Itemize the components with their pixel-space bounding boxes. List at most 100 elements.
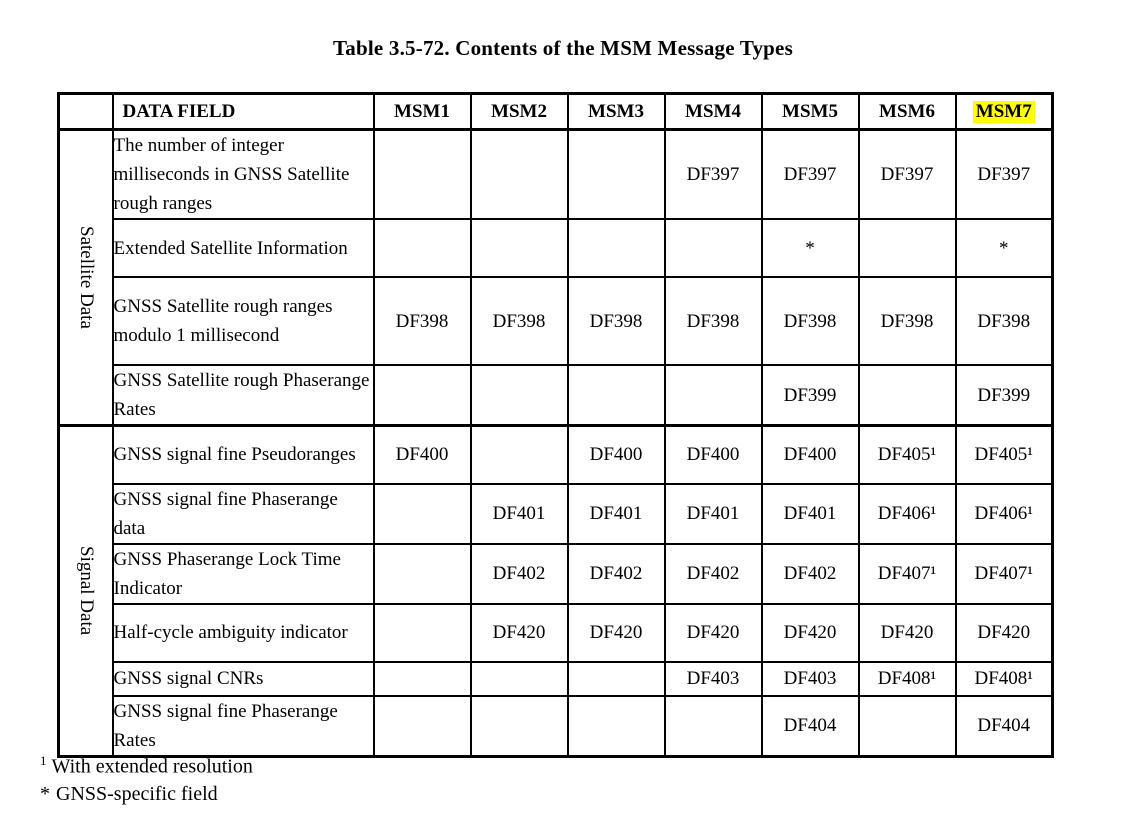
satellite-data-section: Satellite Data The number of integer mill… xyxy=(57,128,1054,427)
value-cell xyxy=(372,660,472,697)
data-field-cell: Extended Satellite Information xyxy=(111,218,375,278)
value-cell: DF408¹ xyxy=(954,660,1054,697)
value-cell: DF401 xyxy=(760,482,860,545)
column-header-msm5: MSM5 xyxy=(760,92,860,131)
table-row: GNSS signal fine Phaserange Rates DF404 DF… xyxy=(59,694,1054,757)
value-cell: DF398 xyxy=(469,276,569,366)
column-header-msm7: MSM7 xyxy=(954,92,1054,131)
value-cell: DF401 xyxy=(566,482,666,545)
value-cell xyxy=(469,128,569,220)
value-cell xyxy=(469,694,569,757)
column-header-msm6: MSM6 xyxy=(857,92,957,131)
table-row: GNSS signal CNRs DF403 DF403 DF408¹ DF408¹ xyxy=(59,660,1054,697)
header-row: DATA FIELD MSM1 MSM2 MSM3 MSM4 MSM5 MSM6… xyxy=(57,92,1054,131)
value-cell xyxy=(372,364,472,427)
value-cell: DF404 xyxy=(760,694,860,757)
msm7-highlight: MSM7 xyxy=(972,100,1035,123)
value-cell: DF398 xyxy=(372,276,472,366)
section-label-signal-data: Signal Data xyxy=(57,424,114,757)
value-cell xyxy=(469,364,569,427)
value-cell: DF398 xyxy=(954,276,1054,366)
value-cell xyxy=(566,218,666,278)
value-cell: DF397 xyxy=(760,128,860,220)
value-cell: DF403 xyxy=(760,660,860,697)
value-cell xyxy=(469,660,569,697)
value-cell xyxy=(372,694,472,757)
value-cell xyxy=(469,424,569,485)
table-row: Signal Data GNSS signal fine Pseudoranges… xyxy=(57,424,1054,757)
value-cell: DF406¹ xyxy=(857,482,957,545)
value-cell xyxy=(372,218,472,278)
value-cell xyxy=(372,128,472,220)
msm-contents-table: DATA FIELD MSM1 MSM2 MSM3 MSM4 MSM5 MSM6… xyxy=(57,92,1054,758)
data-field-cell: GNSS signal CNRs xyxy=(111,660,375,697)
value-cell: DF402 xyxy=(566,542,666,605)
column-header-msm2: MSM2 xyxy=(469,92,569,131)
footnote-marker-asterisk: * xyxy=(40,782,50,805)
value-cell: DF398 xyxy=(760,276,860,366)
column-header-msm4: MSM4 xyxy=(663,92,763,131)
table-row: Satellite Data The number of integer mill… xyxy=(57,128,1054,427)
value-cell: DF401 xyxy=(469,482,569,545)
column-header-msm1: MSM1 xyxy=(372,92,472,131)
footnote-text-1: With extended resolution xyxy=(51,755,253,778)
footnote-marker-1: 1 xyxy=(40,753,47,768)
value-cell: DF400 xyxy=(760,424,860,485)
page-title: Table 3.5-72. Contents of the MSM Messag… xyxy=(333,36,793,60)
data-field-cell: GNSS signal fine Phaserange data xyxy=(111,482,375,545)
value-cell xyxy=(566,364,666,427)
value-cell: DF420 xyxy=(566,602,666,663)
value-cell: DF402 xyxy=(469,542,569,605)
footnotes: 1 With extended resolution * GNSS-specific… xyxy=(40,747,253,808)
table-row: GNSS Satellite rough Phaserange Rates DF3… xyxy=(59,364,1054,427)
value-cell: DF406¹ xyxy=(954,482,1054,545)
data-field-cell: Half-cycle ambiguity indicator xyxy=(111,602,375,663)
value-cell xyxy=(372,602,472,663)
value-cell: DF398 xyxy=(566,276,666,366)
data-field-cell: GNSS signal fine Phaserange Rates xyxy=(111,694,375,757)
value-cell: DF420 xyxy=(469,602,569,663)
value-cell: DF420 xyxy=(857,602,957,663)
value-cell xyxy=(663,218,763,278)
value-cell xyxy=(857,364,957,427)
column-header-data-field: DATA FIELD xyxy=(111,92,375,131)
value-cell: DF408¹ xyxy=(857,660,957,697)
value-cell xyxy=(857,218,957,278)
value-cell: DF405¹ xyxy=(954,424,1054,485)
value-cell: DF404 xyxy=(954,694,1054,757)
value-cell xyxy=(372,542,472,605)
data-field-cell: The number of integer milliseconds in GN… xyxy=(111,128,375,220)
value-cell xyxy=(566,660,666,697)
table-row: Extended Satellite Information * * xyxy=(59,218,1054,278)
column-header-msm3: MSM3 xyxy=(566,92,666,131)
value-cell: DF400 xyxy=(566,424,666,485)
table-row: GNSS signal fine Phaserange data DF401 DF4… xyxy=(59,482,1054,545)
value-cell xyxy=(566,128,666,220)
value-cell: DF400 xyxy=(372,424,472,485)
value-cell xyxy=(372,482,472,545)
value-cell: DF399 xyxy=(760,364,860,427)
table-row: GNSS Phaserange Lock Time Indicator DF402… xyxy=(59,542,1054,605)
value-cell: DF398 xyxy=(663,276,763,366)
table-header: DATA FIELD MSM1 MSM2 MSM3 MSM4 MSM5 MSM6… xyxy=(57,92,1054,131)
data-field-cell: GNSS signal fine Pseudoranges xyxy=(111,424,375,485)
corner-cell xyxy=(57,92,114,131)
value-cell: DF407¹ xyxy=(954,542,1054,605)
value-cell: DF405¹ xyxy=(857,424,957,485)
signal-data-section: Signal Data GNSS signal fine Pseudoranges… xyxy=(57,424,1054,757)
value-cell: DF420 xyxy=(760,602,860,663)
value-cell: DF397 xyxy=(954,128,1054,220)
value-cell xyxy=(663,364,763,427)
value-cell xyxy=(469,218,569,278)
value-cell: DF398 xyxy=(857,276,957,366)
data-field-cell: GNSS Satellite rough Phaserange Rates xyxy=(111,364,375,427)
value-cell xyxy=(663,694,763,757)
footnote-extended-resolution: 1 With extended resolution xyxy=(40,747,253,781)
table-row: GNSS Satellite rough ranges modulo 1 mil… xyxy=(59,276,1054,366)
value-cell: DF402 xyxy=(663,542,763,605)
value-cell xyxy=(857,694,957,757)
value-cell: DF399 xyxy=(954,364,1054,427)
value-cell: * xyxy=(760,218,860,278)
data-field-cell: GNSS Phaserange Lock Time Indicator xyxy=(111,542,375,605)
